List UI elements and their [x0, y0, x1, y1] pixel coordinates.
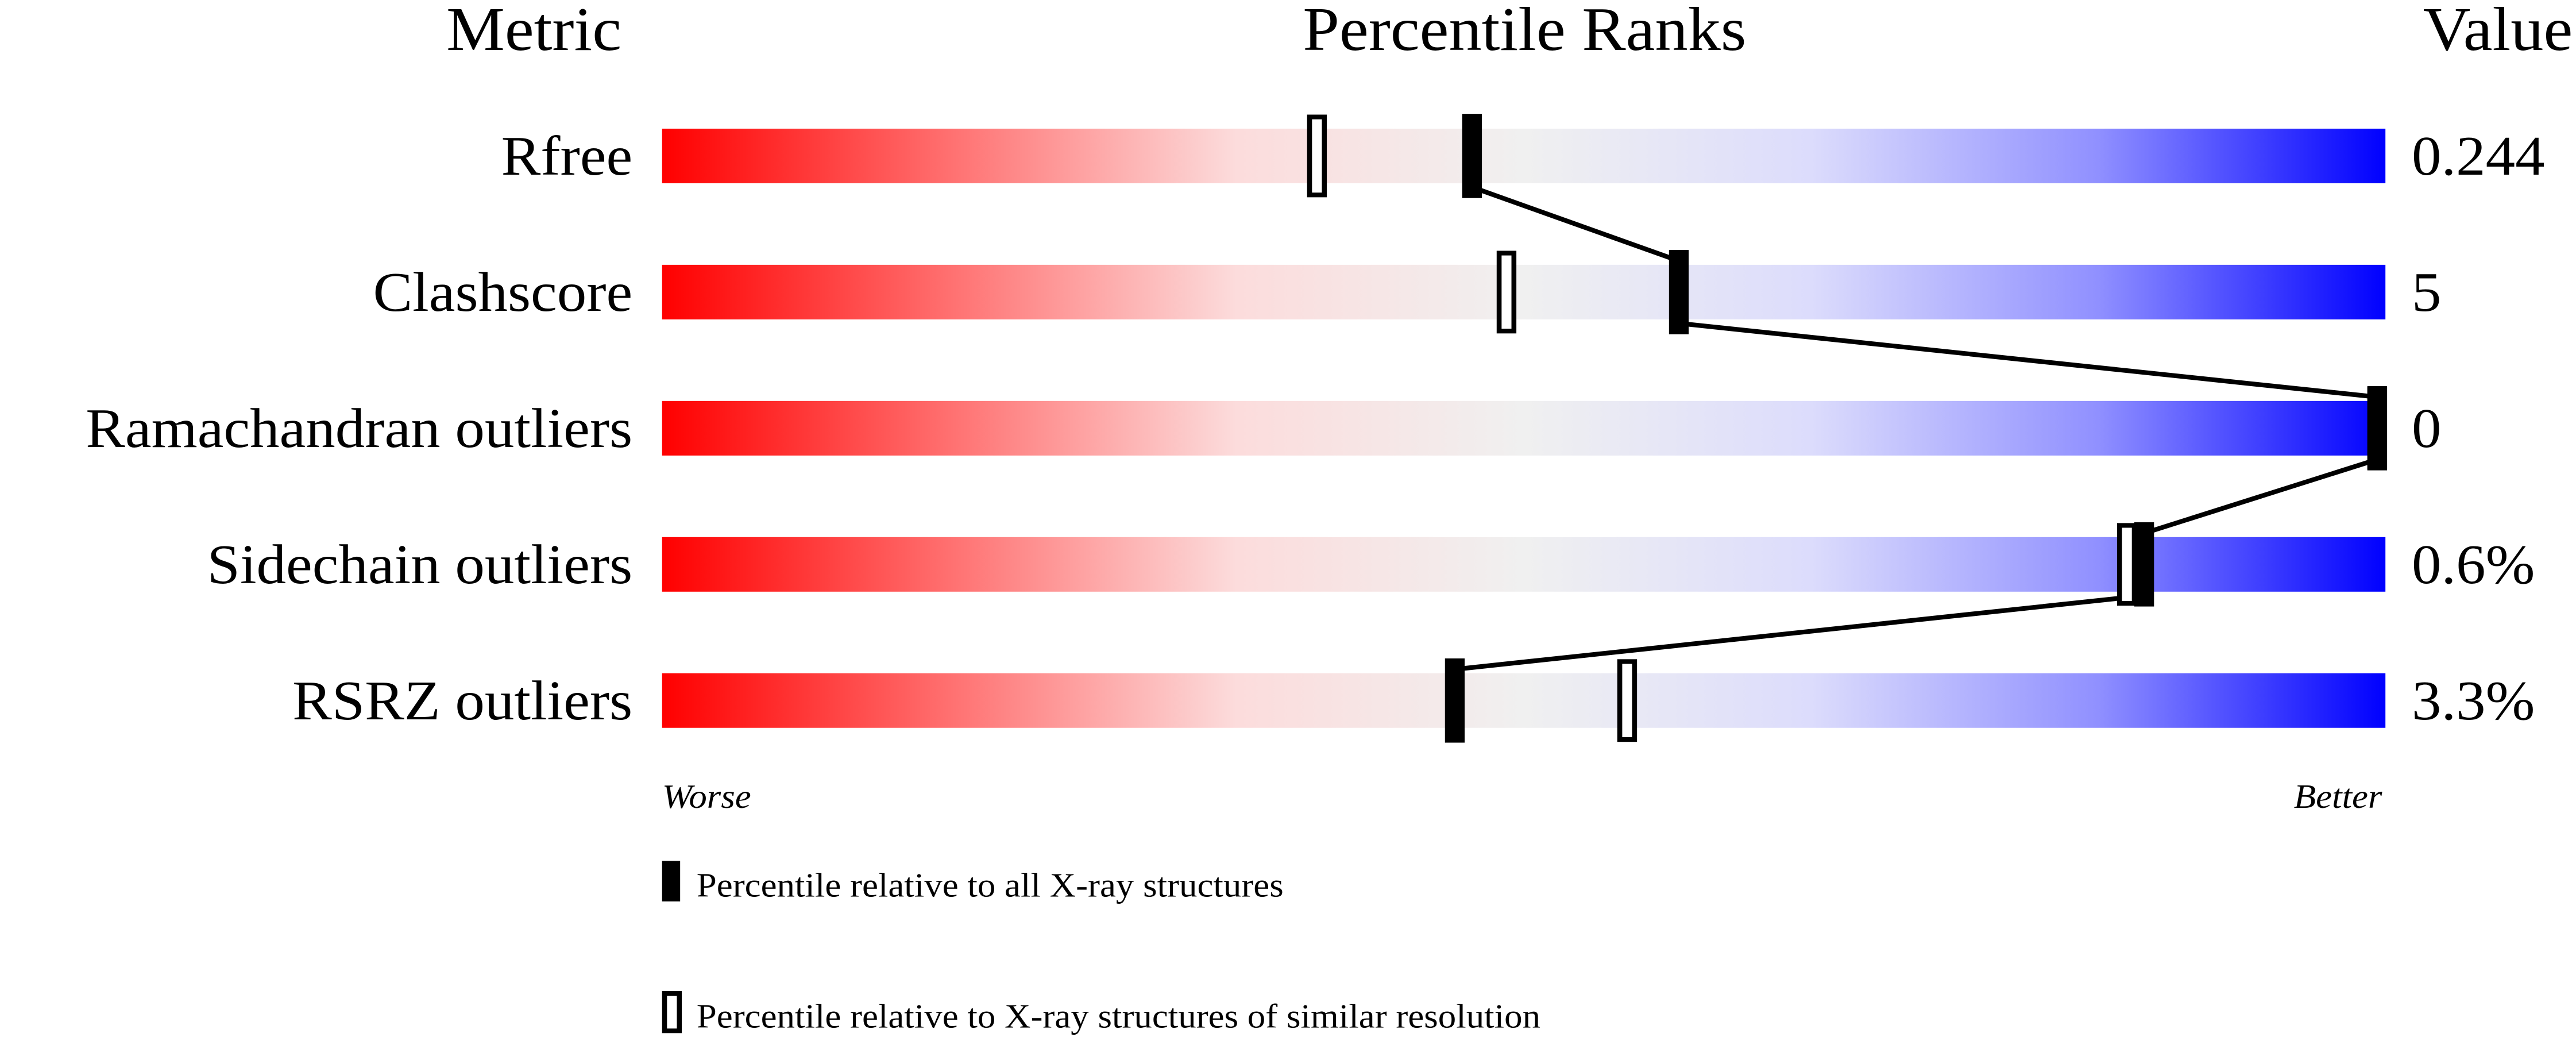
similar-resolution-marker: [1496, 251, 1517, 334]
percentile-bar: [662, 673, 2386, 728]
metric-label: Ramachandran outliers: [86, 397, 632, 459]
metric-label: RSRZ outliers: [292, 669, 632, 731]
axis-label-better: Better: [2294, 777, 2383, 815]
metric-row: Sidechain outliers 0.6%: [207, 533, 2535, 595]
all-structures-marker: [2134, 522, 2154, 607]
header-percentile-ranks: Percentile Ranks: [1303, 0, 1746, 64]
all-structures-marker: [1462, 114, 1482, 198]
legend-label-similar: Percentile relative to X-ray structures …: [697, 997, 1540, 1035]
similar-resolution-marker: [1617, 659, 1637, 742]
percentile-bar: [662, 537, 2386, 592]
legend-open-marker-icon: [662, 991, 682, 1034]
metric-row: Rfree 0.244: [501, 125, 2545, 187]
metric-value: 0.244: [2412, 125, 2545, 187]
percentile-bar: [662, 128, 2386, 183]
all-structures-marker: [2367, 386, 2388, 471]
all-structures-marker: [1445, 658, 1465, 743]
metric-value: 0.6%: [2412, 533, 2535, 595]
legend: Percentile relative to all X-ray structu…: [662, 861, 1540, 1035]
metric-value: 0: [2412, 397, 2441, 459]
metric-row: Ramachandran outliers 0: [86, 397, 2441, 459]
all-structures-marker: [1669, 250, 1689, 334]
axis-label-worse: Worse: [662, 777, 751, 815]
similar-resolution-marker: [2117, 523, 2137, 606]
similar-resolution-marker: [1307, 114, 1327, 198]
header-metric: Metric: [446, 0, 621, 64]
metric-row: Clashscore 5: [373, 261, 2441, 323]
metric-label: Clashscore: [373, 261, 632, 323]
metric-label: Sidechain outliers: [207, 533, 633, 595]
metric-value: 3.3%: [2412, 669, 2535, 731]
header-value: Value: [2423, 0, 2573, 64]
legend-filled-marker-icon: [662, 861, 681, 901]
metric-value: 5: [2412, 261, 2441, 323]
percentile-bar: [662, 400, 2386, 456]
percentile-bar: [662, 264, 2386, 319]
legend-label-all: Percentile relative to all X-ray structu…: [697, 866, 1284, 904]
metric-row: RSRZ outliers 3.3%: [292, 669, 2535, 731]
metric-label: Rfree: [501, 125, 633, 187]
